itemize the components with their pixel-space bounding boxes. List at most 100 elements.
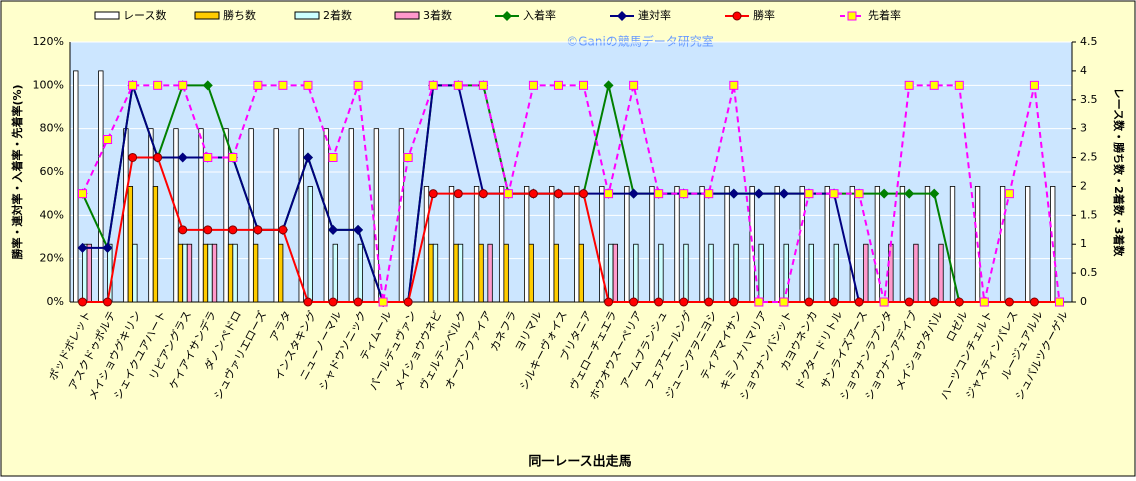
line-marker (604, 189, 614, 199)
line-marker (103, 297, 113, 307)
line-marker (778, 188, 789, 199)
line-marker (1029, 297, 1039, 307)
bar (132, 243, 138, 303)
line (81, 84, 1061, 303)
line-marker (303, 297, 313, 307)
bar (223, 128, 229, 303)
bar (398, 128, 405, 303)
line-marker (754, 297, 764, 307)
line-marker (328, 152, 338, 162)
y2-axis-title: レース数・勝ち数・2着数・3着数 (1112, 88, 1126, 258)
bar (774, 186, 780, 303)
bar (833, 243, 839, 303)
x-axis-title: 同一レース出走馬 (528, 454, 631, 470)
line-marker (954, 297, 964, 307)
line-marker (128, 152, 138, 162)
bar (708, 243, 714, 303)
bar (683, 243, 689, 303)
line-marker (829, 297, 839, 307)
bar (758, 243, 764, 303)
legend-swatch (94, 11, 120, 20)
line-marker (679, 189, 689, 199)
line-marker (78, 189, 88, 199)
bar (332, 243, 338, 303)
bar (432, 243, 439, 303)
bar (749, 186, 755, 303)
line-marker (603, 80, 614, 91)
bar (82, 243, 88, 303)
y-tick-label: 60% (40, 165, 64, 178)
line-marker (128, 80, 138, 90)
bar (273, 128, 279, 303)
bar (799, 186, 805, 303)
bar (348, 128, 354, 303)
bar (307, 186, 313, 303)
line-marker (228, 225, 238, 235)
line-marker (177, 152, 188, 163)
line-marker (904, 188, 915, 199)
line-marker (929, 80, 939, 90)
y-tick-label: 100% (33, 78, 64, 91)
line-marker (879, 297, 889, 307)
line-marker (153, 80, 163, 90)
y-tick-label: 40% (40, 208, 64, 221)
legend-marker (502, 11, 512, 21)
line-marker (428, 189, 438, 199)
bar (298, 128, 304, 303)
bar (924, 186, 931, 303)
line-marker (528, 80, 538, 90)
line-marker (103, 135, 113, 144)
y-axis-title: 勝率・連対率・入着率・先着率(%) (10, 84, 24, 259)
bar (874, 186, 881, 303)
line-marker (403, 152, 413, 162)
legend-label: 勝率 (753, 8, 775, 22)
bar (127, 186, 134, 303)
bar (724, 186, 730, 303)
legend-marker (732, 11, 742, 21)
line-marker (729, 80, 739, 90)
legend-label: 勝ち数 (223, 8, 256, 22)
line-marker (979, 297, 989, 307)
y2-tick-label: 0 (1080, 295, 1087, 308)
bar (578, 243, 584, 303)
line-marker (478, 80, 488, 90)
legend-swatch (394, 11, 420, 20)
line-marker (278, 80, 288, 90)
bar (913, 243, 919, 303)
bar (148, 128, 154, 303)
bar (849, 186, 855, 303)
line-marker (629, 297, 639, 307)
bar (453, 243, 459, 303)
line-marker (854, 297, 864, 307)
legend-swatch (194, 11, 220, 20)
y2-tick-label: 4.5 (1080, 35, 1098, 48)
bar (549, 186, 555, 303)
bar (182, 243, 188, 303)
line-marker (378, 297, 388, 307)
bar (658, 243, 664, 303)
bar (999, 186, 1006, 303)
line-marker (628, 188, 639, 199)
y2-tick-label: 3 (1080, 122, 1087, 135)
legend-swatch (294, 11, 320, 20)
line-marker (954, 80, 964, 90)
bar (227, 243, 234, 303)
line-marker (153, 152, 163, 162)
y2-tick-label: 2 (1080, 179, 1087, 192)
line-marker (253, 225, 263, 235)
legend-label: 3着数 (423, 8, 452, 22)
line-marker (929, 188, 940, 199)
bar (949, 186, 956, 303)
bar (649, 186, 655, 303)
line-marker (779, 297, 789, 307)
line-marker (102, 242, 113, 253)
bar (503, 243, 509, 303)
legend-label: レース数 (123, 9, 166, 22)
bar (699, 186, 705, 303)
line-marker (77, 242, 88, 253)
bar (487, 243, 493, 303)
y2-tick-label: 1 (1080, 237, 1087, 250)
line-marker (1004, 297, 1014, 307)
legend-label: 連対率 (638, 8, 671, 22)
